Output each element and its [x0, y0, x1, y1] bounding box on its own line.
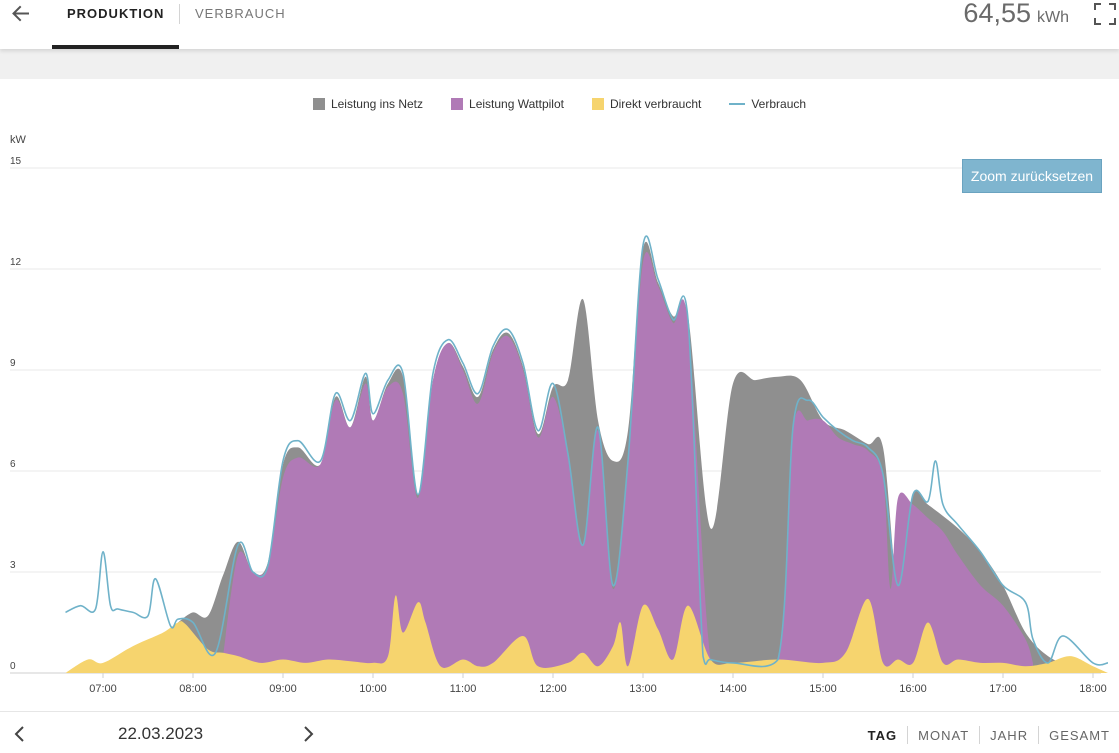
date-display[interactable]: 22.03.2023 [118, 724, 204, 743]
energy-value: 64,55 [963, 0, 1031, 28]
period-divider [907, 726, 909, 744]
legend-swatch-wattpilot [451, 98, 464, 110]
arrow-left-icon[interactable] [8, 2, 34, 26]
x-tick-label: 07:00 [89, 683, 117, 695]
period-tag[interactable]: TAG [867, 727, 898, 743]
energy-unit: kWh [1037, 9, 1069, 26]
x-tick-label: 11:00 [450, 683, 477, 695]
x-tick-label: 13:00 [629, 683, 657, 695]
y-tick-label: 9 [10, 358, 16, 369]
y-tick-label: 0 [10, 661, 16, 672]
legend-item-verbrauch[interactable]: Verbrauch [729, 97, 806, 111]
legend-item-netz[interactable]: Leistung ins Netz [312, 97, 424, 111]
x-tick-label: 15:00 [809, 683, 837, 695]
y-tick-label: 6 [10, 459, 16, 470]
y-axis-label: kW [10, 134, 27, 146]
x-tick-label: 10:00 [359, 683, 387, 695]
legend-label-direkt: Direkt verbraucht [609, 97, 702, 111]
tab-produktion[interactable]: PRODUKTION [67, 6, 165, 21]
period-jahr[interactable]: JAHR [990, 727, 1029, 743]
legend-item-wattpilot[interactable]: Leistung Wattpilot [451, 97, 564, 111]
x-tick-label: 17:00 [989, 683, 1017, 695]
series-line-verbrauch [65, 235, 1109, 668]
legend-label-netz: Leistung ins Netz [330, 97, 424, 111]
period-divider [979, 726, 981, 744]
bottom-bar: 22.03.2023 TAG MONAT JAHR GESAMT [0, 711, 1119, 753]
chevron-right-icon[interactable] [298, 724, 318, 744]
series-area-direkt [65, 595, 1108, 673]
chart-panel: 15 12 9 6 3 0 kW 07:00 08:00 09:00 10:00 11:00 12:00… [0, 79, 1119, 711]
period-divider [1038, 726, 1040, 744]
chart-legend: Leistung ins Netz Leistung Wattpilot Dir… [0, 97, 1119, 111]
legend-label-wattpilot: Leistung Wattpilot [469, 97, 564, 111]
series-area-wattpilot [223, 251, 1033, 673]
x-tick-label: 18:00 [1079, 683, 1107, 695]
legend-swatch-netz [312, 98, 325, 110]
x-tick-label: 08:00 [179, 683, 207, 695]
top-bar: PRODUKTION VERBRAUCH 64,55 kWh [0, 0, 1119, 49]
tab-divider [179, 4, 180, 24]
y-tick-label: 12 [10, 257, 22, 268]
energy-total: 64,55 kWh [963, 0, 1069, 29]
legend-item-direkt[interactable]: Direkt verbraucht [591, 97, 702, 111]
chevron-left-icon[interactable] [10, 724, 30, 744]
legend-swatch-verbrauch [729, 103, 746, 105]
y-tick-label: 3 [10, 560, 16, 571]
toolbar-band [0, 49, 1119, 79]
legend-swatch-direkt [591, 98, 604, 110]
x-tick-label: 16:00 [899, 683, 927, 695]
y-tick-label: 15 [10, 156, 22, 167]
x-tick-label: 14:00 [719, 683, 747, 695]
fullscreen-icon[interactable] [1093, 2, 1117, 26]
power-chart[interactable]: 15 12 9 6 3 0 kW 07:00 08:00 09:00 10:00 11:00 12:00… [0, 79, 1119, 711]
tab-verbrauch[interactable]: VERBRAUCH [195, 6, 286, 21]
zoom-reset-button[interactable]: Zoom zurücksetzen [962, 159, 1102, 193]
x-tick-label: 09:00 [269, 683, 297, 695]
period-monat[interactable]: MONAT [918, 727, 970, 743]
period-gesamt[interactable]: GESAMT [1049, 727, 1110, 743]
period-selector: TAG MONAT JAHR GESAMT [858, 726, 1110, 744]
x-tick-label: 12:00 [539, 683, 567, 695]
active-tab-indicator [52, 45, 179, 49]
legend-label-verbrauch: Verbrauch [751, 97, 807, 111]
